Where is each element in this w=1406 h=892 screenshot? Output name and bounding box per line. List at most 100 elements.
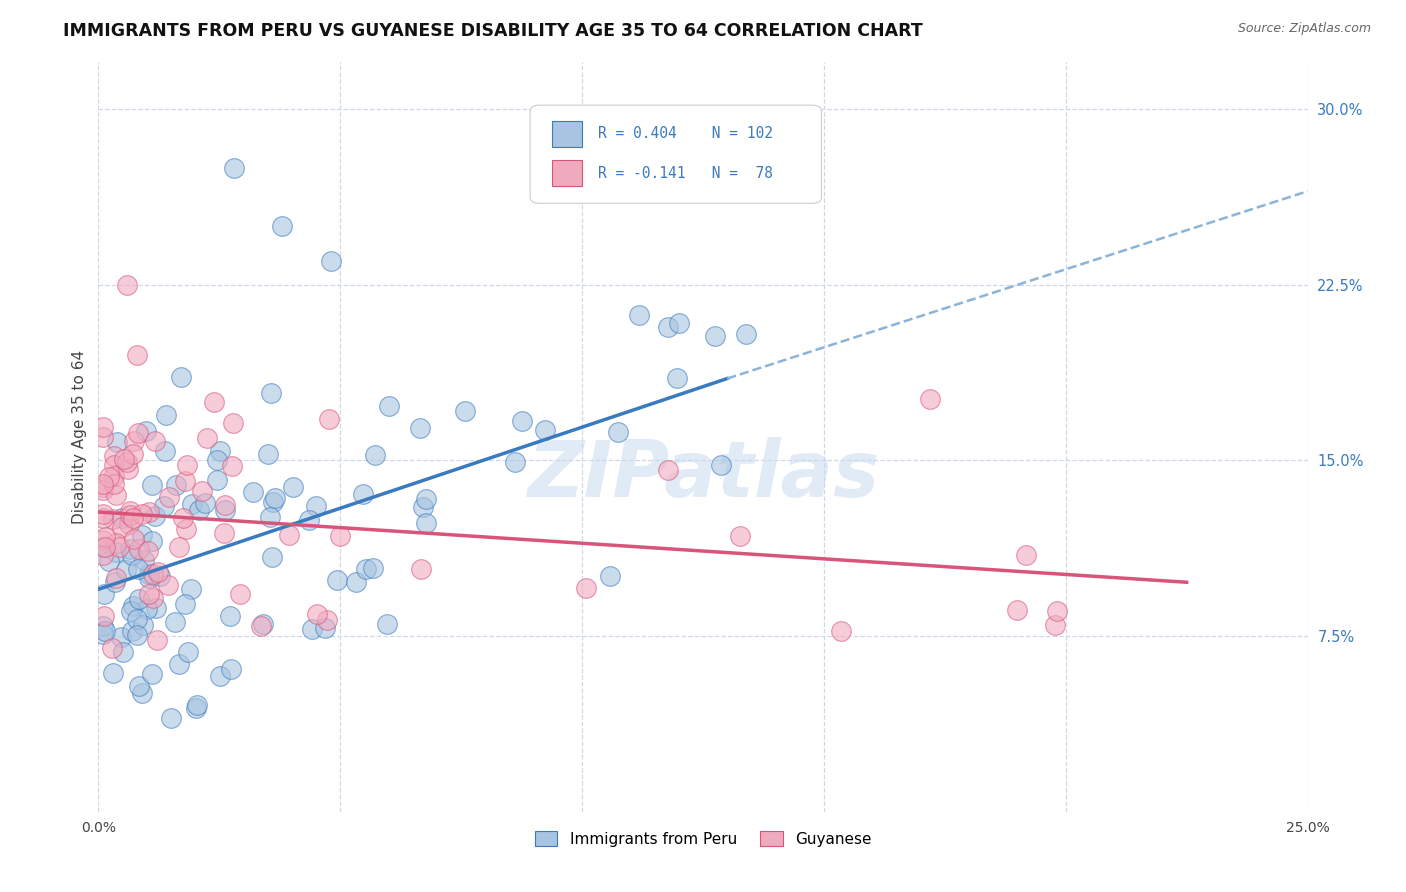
Point: [101, 640, 124, 655]
Point: [219, 609, 242, 624]
Point: [128, 592, 150, 607]
Point: [352, 487, 374, 501]
Point: [315, 613, 337, 627]
Text: ZIPatlas: ZIPatlas: [527, 436, 879, 513]
Point: [191, 484, 214, 499]
Point: [141, 666, 163, 681]
Point: [188, 503, 211, 517]
Point: [301, 622, 323, 636]
Point: [111, 510, 134, 524]
Point: [114, 563, 136, 577]
Point: [93, 619, 115, 633]
Point: [94, 530, 117, 544]
Point: [122, 599, 145, 613]
Point: [91, 548, 114, 562]
Point: [167, 657, 190, 672]
Point: [118, 516, 141, 531]
Point: [174, 522, 197, 536]
Point: [101, 512, 124, 526]
Point: [186, 698, 208, 712]
Point: [94, 624, 117, 638]
Point: [214, 498, 236, 512]
Point: [118, 542, 141, 557]
Point: [314, 621, 336, 635]
Point: [104, 571, 127, 585]
Point: [186, 701, 208, 715]
Point: [93, 587, 115, 601]
Point: [91, 507, 114, 521]
Point: [208, 669, 231, 683]
Point: [91, 627, 114, 641]
Point: [117, 277, 139, 292]
Text: R = 0.404    N = 102: R = 0.404 N = 102: [598, 126, 773, 141]
Point: [142, 591, 165, 605]
Point: [657, 320, 679, 334]
Point: [364, 448, 387, 462]
Point: [177, 645, 200, 659]
Point: [326, 573, 349, 587]
Point: [1015, 548, 1038, 562]
Point: [264, 491, 287, 506]
Point: [169, 540, 191, 554]
Point: [94, 540, 117, 554]
Point: [599, 569, 621, 583]
Point: [103, 458, 125, 473]
Point: [134, 424, 156, 438]
Point: [120, 508, 142, 523]
Point: [172, 511, 194, 525]
Point: [131, 508, 153, 522]
Point: [305, 500, 328, 514]
FancyBboxPatch shape: [551, 160, 582, 186]
Point: [104, 488, 127, 502]
Point: [153, 499, 176, 513]
Point: [271, 219, 294, 234]
Point: [132, 618, 155, 632]
Legend: Immigrants from Peru, Guyanese: Immigrants from Peru, Guyanese: [529, 824, 877, 853]
Point: [704, 328, 727, 343]
Point: [205, 453, 228, 467]
Point: [176, 458, 198, 472]
Point: [503, 455, 526, 469]
Point: [735, 327, 758, 342]
Point: [91, 510, 114, 524]
Point: [127, 628, 149, 642]
Point: [110, 630, 132, 644]
Point: [298, 513, 321, 527]
Point: [214, 502, 236, 516]
Point: [657, 463, 679, 477]
Point: [250, 619, 273, 633]
Point: [1043, 618, 1066, 632]
Point: [165, 478, 187, 492]
Point: [194, 496, 217, 510]
Point: [160, 711, 183, 725]
Point: [510, 414, 533, 428]
Point: [91, 420, 114, 434]
Point: [259, 509, 281, 524]
Point: [415, 492, 437, 507]
Point: [141, 534, 163, 549]
Point: [361, 560, 384, 574]
Point: [131, 686, 153, 700]
Point: [222, 416, 245, 430]
Point: [122, 434, 145, 449]
Point: [195, 431, 218, 445]
Point: [107, 540, 129, 554]
Point: [180, 582, 202, 597]
Point: [117, 462, 139, 476]
Point: [318, 412, 340, 426]
Point: [101, 665, 124, 680]
Point: [127, 348, 149, 362]
Point: [103, 449, 125, 463]
Point: [257, 447, 280, 461]
Point: [329, 529, 352, 543]
Point: [354, 562, 377, 576]
Point: [155, 408, 177, 422]
Point: [627, 308, 650, 322]
Point: [214, 526, 236, 541]
Point: [142, 566, 165, 581]
Point: [138, 587, 160, 601]
Point: [121, 624, 143, 639]
Point: [204, 395, 226, 409]
Point: [104, 544, 127, 558]
Text: Source: ZipAtlas.com: Source: ZipAtlas.com: [1237, 22, 1371, 36]
